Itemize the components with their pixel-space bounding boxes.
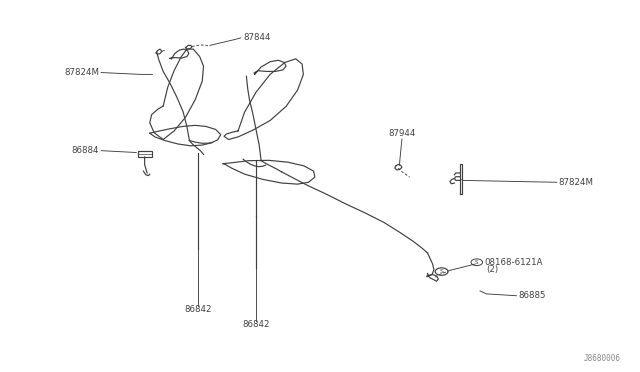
Text: 86842: 86842 (243, 320, 269, 329)
FancyBboxPatch shape (138, 151, 152, 157)
Text: 86884: 86884 (72, 146, 99, 155)
Text: (2): (2) (486, 265, 499, 274)
Text: 87844: 87844 (243, 33, 271, 42)
Text: 87824M: 87824M (64, 68, 99, 77)
Text: 87824M: 87824M (559, 178, 594, 187)
Text: 86885: 86885 (518, 291, 546, 300)
Text: 08168-6121A: 08168-6121A (484, 258, 543, 267)
Text: S: S (475, 260, 479, 265)
Text: S: S (440, 269, 444, 274)
Text: 86842: 86842 (185, 305, 212, 314)
Text: 87944: 87944 (388, 129, 415, 138)
Text: J8680006: J8680006 (584, 354, 621, 363)
